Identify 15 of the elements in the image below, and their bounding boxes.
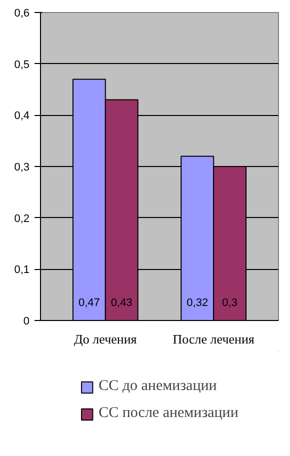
- data-label: 0,43: [110, 297, 132, 310]
- y-tick-label: 0: [23, 316, 30, 328]
- x-tick-label: После лечения: [172, 332, 254, 346]
- y-tick-label: 0,1: [14, 264, 30, 276]
- x-tick-label: До лечения: [74, 332, 137, 346]
- legend-label: СС до анемизации: [98, 378, 217, 395]
- legend-label: СС после анемизации: [98, 405, 238, 422]
- data-label: 0,3: [222, 297, 238, 310]
- data-label: 0,47: [78, 297, 100, 310]
- y-tick-label: 0,6: [14, 8, 30, 20]
- data-label: 0,32: [186, 297, 208, 310]
- y-tick-label: 0,2: [14, 212, 30, 225]
- y-tick-label: 0,5: [14, 58, 30, 71]
- y-tick-label: 0,4: [14, 110, 30, 122]
- y-tick-label: 0,3: [14, 162, 30, 174]
